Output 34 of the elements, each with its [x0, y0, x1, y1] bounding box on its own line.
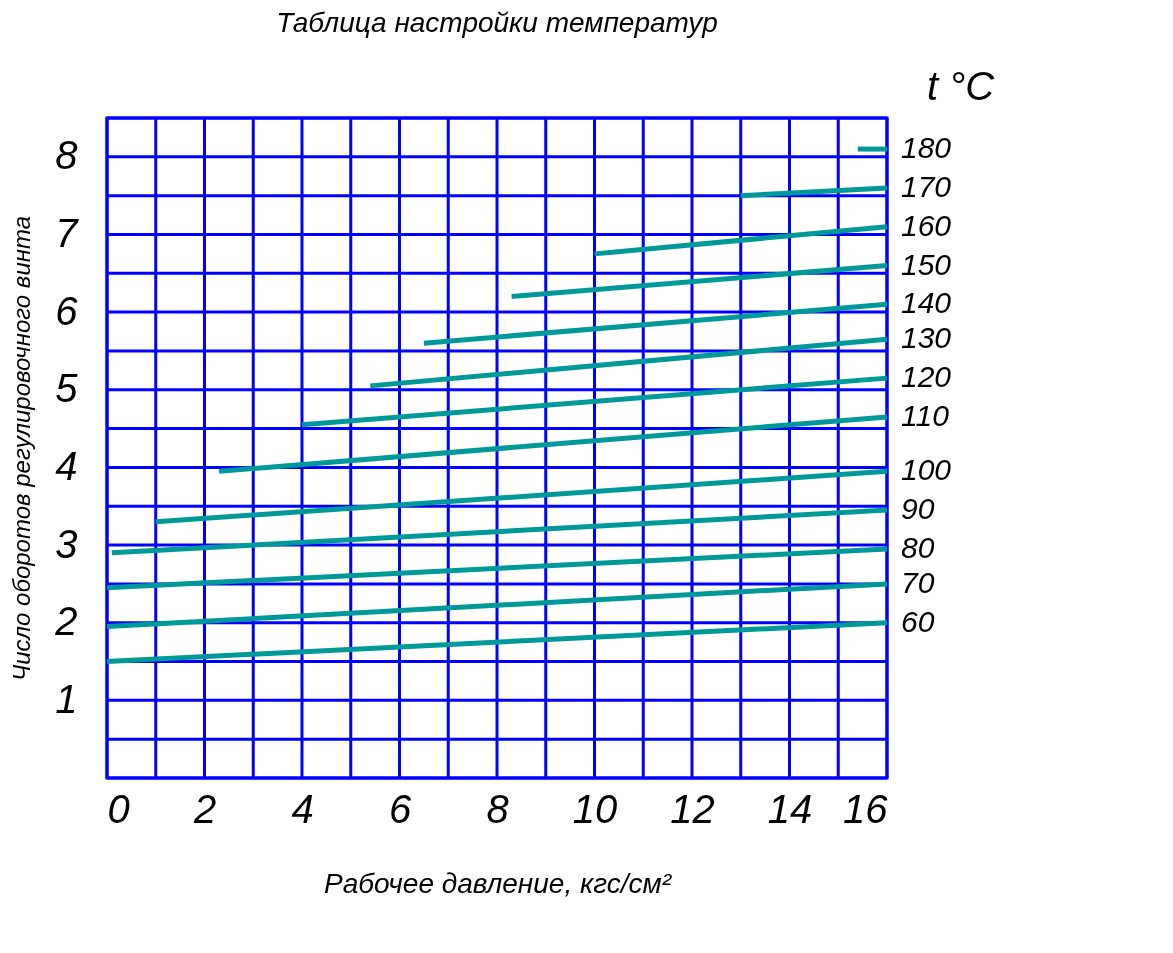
y-tick-label: 1	[55, 676, 78, 721]
series-label: 140	[901, 286, 952, 320]
series-label: 150	[901, 247, 952, 281]
x-axis-title: Рабочее давление, кгс/см²	[324, 867, 673, 899]
chart-title: Таблица настройки температур	[276, 7, 718, 38]
x-tick-label: 6	[388, 786, 412, 831]
y-tick-label: 6	[55, 288, 79, 333]
x-tick-label: 8	[486, 786, 510, 831]
x-tick-label: 2	[192, 786, 217, 831]
series-label: 70	[901, 565, 935, 599]
series-label: 60	[901, 604, 935, 638]
series-label: 130	[901, 321, 952, 355]
x-tick-label: 10	[572, 786, 618, 831]
series-label: 170	[901, 169, 952, 203]
y-tick-label: 2	[54, 599, 78, 644]
x-tick-label: 12	[670, 786, 715, 831]
x-tick-label: 14	[767, 786, 813, 831]
series-label: 120	[901, 360, 952, 394]
y-axis-title: Число оборотов регулировочного винта	[8, 215, 36, 682]
x-tick-label: 4	[291, 786, 314, 831]
x-tick-label: 16	[843, 786, 889, 831]
y-tick-label: 5	[55, 366, 79, 411]
series-label: 80	[901, 530, 935, 564]
y-tick-label: 8	[55, 133, 79, 178]
series-label: 160	[901, 208, 952, 242]
series-label: 90	[901, 492, 935, 526]
series-label: 110	[901, 398, 950, 432]
y-tick-label: 7	[55, 210, 80, 255]
legend-title: t °C	[927, 64, 996, 108]
series-label: 180	[901, 131, 952, 165]
y-tick-label: 3	[55, 521, 78, 566]
series-label: 100	[901, 453, 952, 487]
y-tick-label: 4	[55, 443, 78, 488]
x-tick-label: 0	[107, 786, 130, 831]
